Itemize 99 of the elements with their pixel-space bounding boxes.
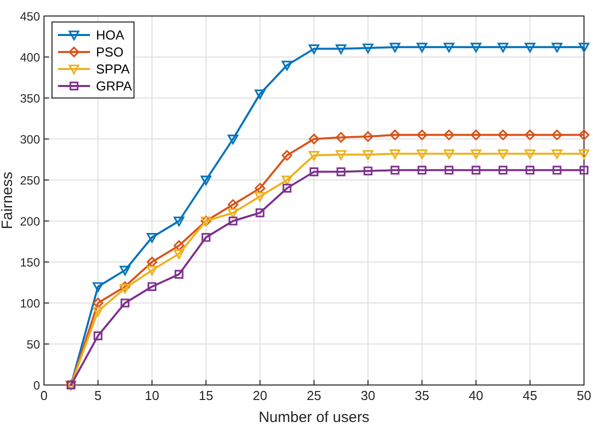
point (92, 306, 104, 316)
point (524, 130, 536, 140)
x-tick-label: 25 (306, 388, 322, 403)
x-tick-label: 20 (252, 388, 268, 403)
legend-label: GRPA (96, 78, 132, 94)
point (282, 176, 292, 186)
point (228, 216, 238, 226)
point (416, 149, 428, 160)
y-tick-label: 50 (26, 338, 40, 352)
point (416, 42, 428, 52)
point (120, 298, 130, 308)
point (552, 42, 562, 52)
point (92, 298, 104, 308)
legend-label: HOA (96, 28, 124, 42)
point (92, 282, 104, 292)
y-axis-title: Fairness (0, 172, 16, 230)
point (552, 130, 562, 140)
point (552, 149, 562, 160)
point (336, 167, 346, 176)
point (308, 44, 320, 54)
x-tick-label: 40 (468, 388, 484, 403)
point (444, 130, 454, 140)
point (472, 166, 480, 175)
point (444, 166, 454, 175)
point (418, 166, 426, 175)
point (336, 150, 346, 160)
point (498, 42, 508, 52)
point (362, 150, 374, 160)
point (308, 134, 320, 144)
point (254, 192, 266, 202)
point (524, 149, 536, 160)
point (282, 184, 292, 193)
point (254, 90, 266, 100)
point (254, 182, 266, 194)
point (390, 130, 400, 140)
point (470, 42, 482, 52)
y-tick-label: 100 (20, 296, 40, 310)
point (310, 167, 318, 176)
x-tick-label: 10 (144, 388, 160, 403)
y-tick-label: 150 (20, 256, 40, 270)
legend-label: PSO (96, 44, 124, 60)
point (336, 132, 346, 143)
point (470, 149, 482, 160)
point (390, 166, 400, 175)
point (148, 282, 156, 291)
point (120, 266, 130, 276)
point (444, 42, 454, 52)
x-tick-label: 5 (94, 388, 102, 403)
point (282, 150, 292, 161)
point (498, 130, 508, 140)
x-tick-label: 30 (360, 388, 376, 403)
point (498, 166, 508, 175)
point (146, 256, 158, 268)
point (470, 130, 482, 140)
y-tick-label: 450 (20, 10, 40, 24)
x-tick-label: 50 (576, 388, 592, 403)
point (174, 216, 184, 226)
point (94, 331, 102, 340)
point (578, 130, 590, 140)
point (200, 176, 212, 186)
point (202, 233, 210, 242)
point (578, 42, 590, 52)
y-tick-label: 0 (33, 378, 40, 392)
point (174, 249, 184, 260)
point (228, 134, 238, 144)
point (578, 149, 590, 160)
point (390, 149, 400, 160)
x-tick-label: 45 (522, 388, 538, 403)
point (526, 166, 534, 175)
point (146, 266, 158, 276)
point (228, 208, 238, 218)
y-tick-label: 400 (20, 50, 40, 64)
y-tick-label: 200 (20, 214, 40, 228)
y-tick-label: 250 (20, 174, 40, 188)
point (336, 44, 346, 54)
point (362, 44, 374, 54)
point (524, 42, 536, 52)
point (174, 240, 184, 251)
point (228, 199, 238, 210)
point (174, 270, 184, 279)
point (390, 42, 400, 52)
point (120, 284, 130, 294)
point (362, 131, 374, 142)
point (364, 166, 372, 176)
legend-label: SPPA (96, 62, 130, 76)
point (498, 149, 508, 160)
x-tick-label: 35 (414, 388, 430, 403)
x-tick-label: 15 (198, 388, 214, 403)
point (256, 208, 264, 218)
y-tick-label: 300 (20, 132, 40, 146)
point (416, 130, 428, 140)
point (146, 233, 158, 243)
point (580, 166, 588, 175)
point (282, 60, 292, 70)
point (444, 149, 454, 160)
x-axis-title: Number of users (258, 409, 370, 426)
y-tick-label: 350 (20, 92, 40, 106)
point (308, 151, 320, 161)
point (552, 166, 562, 175)
